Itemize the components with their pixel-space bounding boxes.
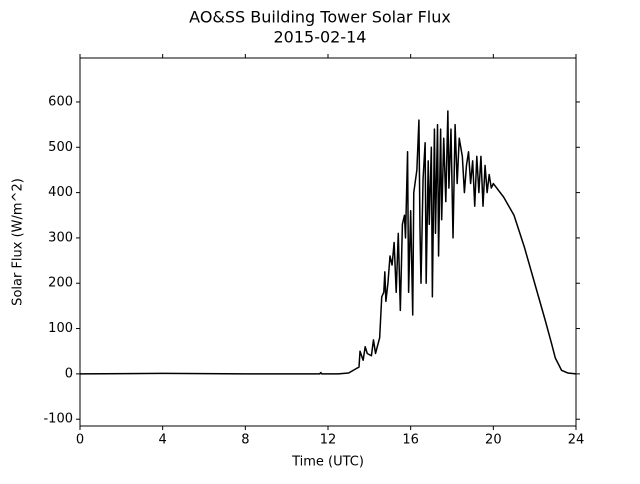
y-tick-label: 100 <box>48 321 73 336</box>
y-tick-label: 400 <box>48 185 73 200</box>
y-tick-label: 500 <box>48 140 73 155</box>
x-tick-label: 16 <box>402 433 419 448</box>
y-axis-label: Solar Flux (W/m^2) <box>11 178 26 306</box>
y-tick-label: 200 <box>48 276 73 291</box>
y-tick-label: 0 <box>65 366 73 381</box>
data-line <box>79 110 577 375</box>
x-tick-label: 20 <box>485 433 502 448</box>
y-tick-label: -100 <box>43 412 73 427</box>
x-tick-label: 24 <box>568 433 585 448</box>
x-axis-label: Time (UTC) <box>291 455 364 470</box>
plot-frame <box>79 57 577 427</box>
y-tick-label: 300 <box>48 230 73 245</box>
x-tick-label: 12 <box>320 433 337 448</box>
chart-subtitle: 2015-02-14 <box>274 28 367 47</box>
y-tick-label: 600 <box>48 94 73 109</box>
x-tick-label: 0 <box>76 433 84 448</box>
chart-title: AO&SS Building Tower Solar Flux <box>189 8 451 27</box>
x-tick-label: 4 <box>159 433 167 448</box>
x-tick-label: 8 <box>241 433 249 448</box>
